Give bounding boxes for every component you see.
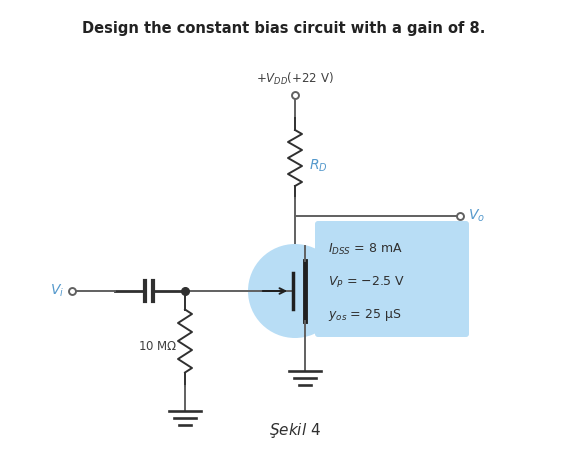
FancyBboxPatch shape xyxy=(315,221,469,337)
Text: $V_i$: $V_i$ xyxy=(50,283,64,299)
Text: Design the constant bias circuit with a gain of 8.: Design the constant bias circuit with a … xyxy=(82,21,486,35)
Text: $+V_{DD}$(+22 V): $+V_{DD}$(+22 V) xyxy=(256,71,334,87)
Text: $I_{DSS}$ = 8 mA: $I_{DSS}$ = 8 mA xyxy=(328,241,403,257)
Circle shape xyxy=(248,244,342,338)
Text: $\mathit{Şekil\ 4}$: $\mathit{Şekil\ 4}$ xyxy=(269,420,321,439)
Text: $y_{os}$ = 25 μS: $y_{os}$ = 25 μS xyxy=(328,307,402,323)
Text: 10 M$\Omega$: 10 M$\Omega$ xyxy=(137,340,177,352)
Text: $V_P$ = $-$2.5 V: $V_P$ = $-$2.5 V xyxy=(328,274,406,289)
Text: $R_D$: $R_D$ xyxy=(309,158,328,174)
Text: $V_o$: $V_o$ xyxy=(468,208,485,224)
